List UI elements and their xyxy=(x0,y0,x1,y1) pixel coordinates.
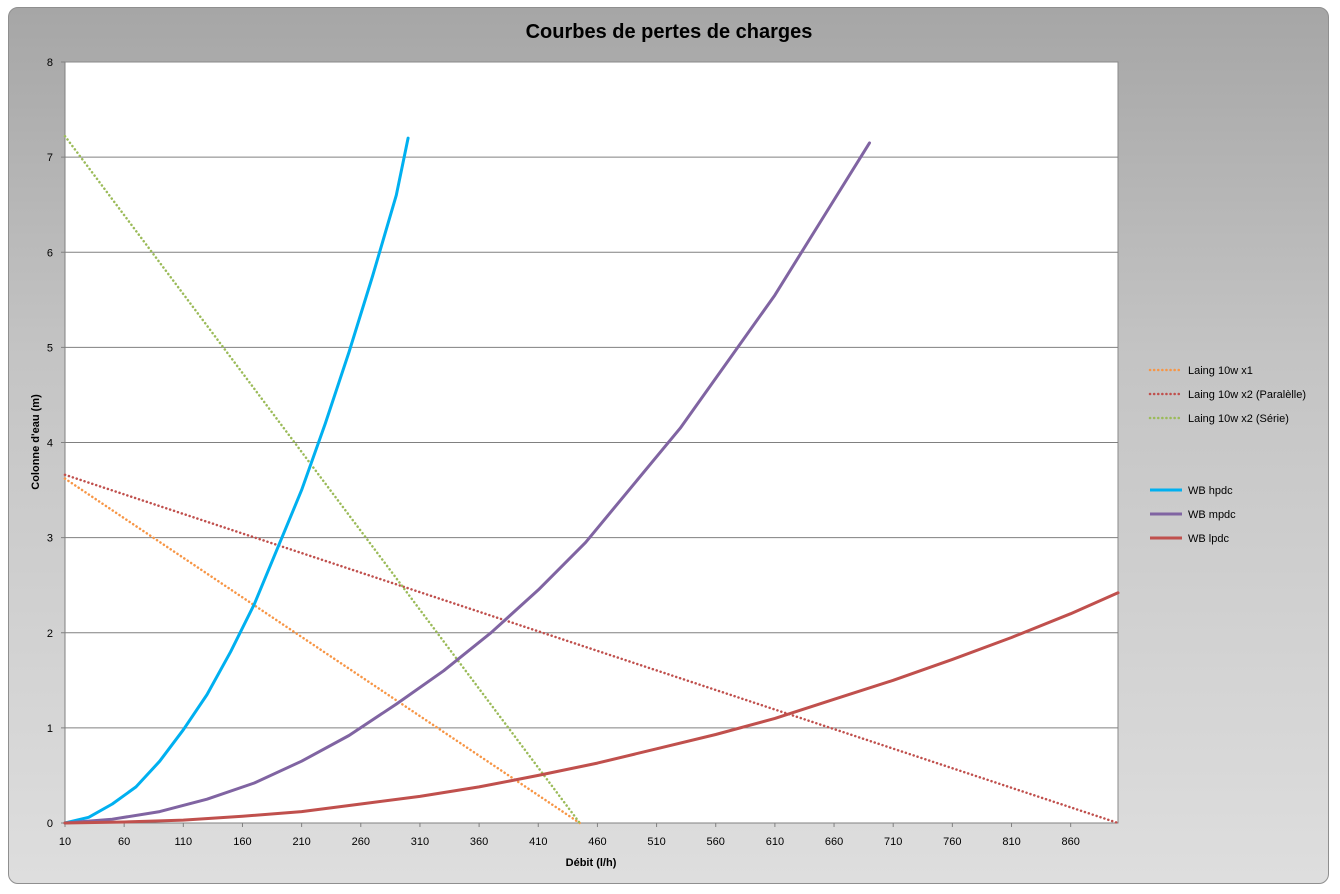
x-tick-label: 60 xyxy=(118,836,130,848)
x-tick-labels: 10 60 110 160 210 260 310 360 410 460 510 560 610 660… xyxy=(59,836,1080,848)
series-line-4 xyxy=(63,141,871,825)
x-tick-label: 510 xyxy=(647,836,665,848)
x-tick-label: 460 xyxy=(588,836,606,848)
legend-label-5: WB lpdc xyxy=(1188,533,1229,545)
x-tick-label: 410 xyxy=(529,836,547,848)
series-line-3 xyxy=(63,136,410,825)
y-tick-label: 5 xyxy=(47,342,53,354)
x-tick-label: 10 xyxy=(59,836,71,848)
x-tick-label: 560 xyxy=(707,836,725,848)
grid-lines xyxy=(61,61,1118,827)
series-line-5 xyxy=(63,591,1120,825)
y-axis-title: Colonne d'eau (m) xyxy=(30,394,42,490)
y-tick-label: 4 xyxy=(47,438,53,450)
y-tick-label: 6 xyxy=(47,247,53,259)
x-tick-label: 660 xyxy=(825,836,843,848)
legend-label-4: WB mpdc xyxy=(1188,509,1236,521)
y-tick-label: 2 xyxy=(47,628,53,640)
legend-label-2: Laing 10w x2 (Série) xyxy=(1188,413,1289,425)
x-tick-label: 710 xyxy=(884,836,902,848)
legend-label-1: Laing 10w x2 (Paralèlle) xyxy=(1188,389,1306,401)
legend: Laing 10w x1 Laing 10w x2 (Paralèlle) Lain… xyxy=(1148,365,1306,545)
x-tick-label: 860 xyxy=(1061,836,1079,848)
series-line-2 xyxy=(63,134,581,825)
x-tick-label: 760 xyxy=(943,836,961,848)
series-line-0 xyxy=(63,477,581,825)
x-tick-label: 110 xyxy=(175,836,193,848)
axes xyxy=(64,62,1118,824)
y-tick-label: 0 xyxy=(47,818,53,830)
legend-label-0: Laing 10w x1 xyxy=(1188,365,1253,377)
y-tick-label: 8 xyxy=(47,57,53,69)
x-tick-label: 210 xyxy=(292,836,310,848)
y-tick-label: 7 xyxy=(47,152,53,164)
x-tick-label: 260 xyxy=(352,836,370,848)
x-tick-label: 360 xyxy=(470,836,488,848)
x-tick-label: 810 xyxy=(1002,836,1020,848)
x-tick-label: 610 xyxy=(766,836,784,848)
x-axis-title: Débit (l/h) xyxy=(566,857,617,869)
x-tick-label: 310 xyxy=(411,836,429,848)
y-tick-labels: 0 1 2 3 4 5 6 7 8 xyxy=(47,57,53,830)
series-lines xyxy=(63,134,1120,825)
y-tick-label: 1 xyxy=(47,723,53,735)
series-line-1 xyxy=(63,473,1120,825)
y-tick-label: 3 xyxy=(47,533,53,545)
legend-label-3: WB hpdc xyxy=(1188,485,1233,497)
x-tick-label: 160 xyxy=(233,836,251,848)
chart-title: Courbes de pertes de charges xyxy=(526,21,813,43)
